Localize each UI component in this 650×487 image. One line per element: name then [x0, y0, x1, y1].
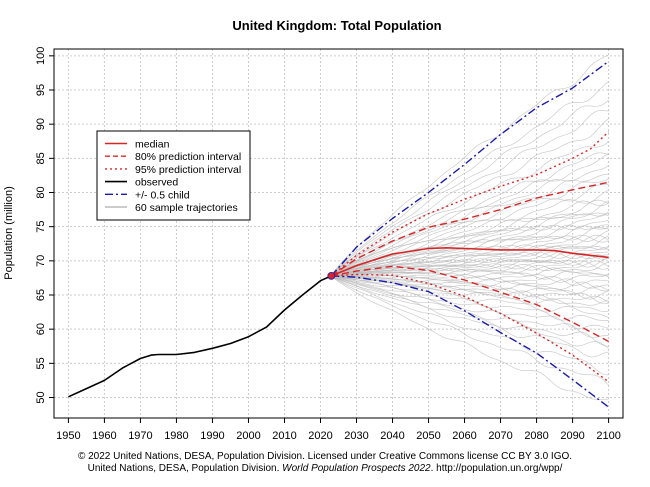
- legend-label: +/- 0.5 child: [135, 189, 190, 201]
- sample-trajectory-line: [331, 245, 609, 277]
- sample-trajectory-line: [331, 275, 609, 358]
- x-tick-label: 2000: [236, 430, 260, 442]
- x-tick-label: 2010: [272, 430, 296, 442]
- sample-trajectory-line: [331, 275, 609, 306]
- x-tick-label: 2070: [488, 430, 512, 442]
- x-tick-label: 2060: [452, 430, 476, 442]
- sample-trajectory-line: [331, 178, 609, 277]
- sample-trajectory-line: [331, 212, 609, 277]
- y-tick-label: 80: [35, 186, 47, 198]
- sample-trajectory-line: [331, 275, 609, 295]
- sample-trajectory-line: [331, 274, 609, 283]
- sample-trajectory-line: [331, 140, 609, 277]
- y-tick-label: 60: [35, 323, 47, 335]
- series-line--0-5-child-upper-: [330, 60, 610, 277]
- sample-trajectory-line: [331, 275, 609, 321]
- sample-trajectory-line: [331, 275, 609, 347]
- x-tick-label: 2050: [416, 430, 440, 442]
- sample-trajectory-line: [331, 275, 609, 312]
- series-line-80-prediction-interval-upper-: [330, 181, 609, 277]
- chart-title: United Kingdom: Total Population: [232, 18, 441, 33]
- series-line-95-prediction-interval-lower-: [331, 273, 610, 383]
- x-tick-label: 2100: [596, 430, 620, 442]
- sample-trajectory-line: [331, 100, 609, 277]
- series-line--0-5-child-lower-: [331, 275, 610, 408]
- y-tick-label: 55: [35, 357, 47, 369]
- x-tick-label: 1990: [200, 430, 224, 442]
- sample-trajectory-line: [331, 118, 609, 277]
- sample-trajectory-line: [331, 246, 609, 277]
- footer-citation-title: World Population Prospects 2022: [282, 463, 431, 474]
- y-tick-label: 85: [35, 152, 47, 164]
- y-tick-label: 100: [35, 47, 47, 65]
- x-tick-label: 2090: [560, 430, 584, 442]
- sample-trajectory-line: [331, 152, 609, 277]
- grid: [54, 49, 623, 418]
- sample-trajectory-line: [331, 251, 609, 277]
- sample-trajectory-line: [331, 54, 609, 277]
- legend-label: observed: [135, 177, 178, 189]
- y-tick-label: 50: [35, 391, 47, 403]
- series-line-95-prediction-interval-upper-: [330, 131, 610, 277]
- sample-trajectory-line: [331, 230, 609, 277]
- x-tick-label: 1950: [56, 430, 80, 442]
- sample-trajectories: [331, 54, 609, 400]
- sample-trajectory-line: [331, 81, 609, 277]
- x-tick-label: 2030: [344, 430, 368, 442]
- x-tick-label: 2040: [380, 430, 404, 442]
- series-line-median: [330, 247, 609, 277]
- plot-frame: [53, 48, 624, 419]
- sample-trajectory-line: [331, 256, 609, 277]
- sample-trajectory-line: [331, 165, 609, 277]
- series-line-80-prediction-interval-lower-: [331, 265, 609, 343]
- x-tick-label: 1980: [164, 430, 188, 442]
- footer: © 2022 United Nations, DESA, Population …: [0, 451, 650, 475]
- y-tick-label: 95: [35, 84, 47, 96]
- sample-trajectory-line: [331, 110, 609, 277]
- current-year-marker: [327, 271, 336, 280]
- legend-label: 60 sample trajectories: [135, 202, 238, 214]
- footer-citation-prefix: United Nations, DESA, Population Divisio…: [87, 463, 283, 474]
- y-axis-label: Population (million): [3, 186, 15, 280]
- sample-trajectory-line: [331, 251, 609, 277]
- legend-label: 95% prediction interval: [135, 164, 241, 176]
- footer-copyright: © 2022 United Nations, DESA, Population …: [77, 451, 573, 462]
- footer-citation-suffix: . http://population.un.org/wpp/: [430, 463, 563, 474]
- sample-trajectory-line: [331, 212, 609, 277]
- footer-citation: United Nations, DESA, Population Divisio…: [0, 463, 650, 475]
- x-tick-label: 2080: [524, 430, 548, 442]
- legend-label: 80% prediction interval: [135, 151, 241, 163]
- sample-trajectory-line: [331, 275, 609, 400]
- sample-trajectory-line: [331, 275, 609, 338]
- y-tick-label: 65: [35, 289, 47, 301]
- sample-trajectory-line: [331, 275, 609, 349]
- sample-trajectory-line: [331, 153, 609, 277]
- series-line-observed: [68, 275, 332, 398]
- sample-trajectory-line: [331, 189, 609, 277]
- y-tick-label: 75: [35, 221, 47, 233]
- y-tick-label: 90: [35, 118, 47, 130]
- sample-trajectory-line: [331, 212, 609, 277]
- sample-trajectory-line: [331, 275, 609, 330]
- x-tick-label: 1970: [128, 430, 152, 442]
- sample-trajectory-line: [331, 275, 609, 386]
- legend-label: median: [135, 139, 170, 151]
- series-lines: [68, 60, 610, 408]
- legend-box: [96, 130, 251, 221]
- axes: 1950 1960 1970 1980 1990 2000 2010 2020 2030 2040…: [35, 47, 624, 442]
- sample-trajectory-line: [331, 184, 609, 277]
- sample-trajectory-line: [331, 275, 609, 376]
- x-tick-label: 2020: [308, 430, 332, 442]
- y-tick-label: 70: [35, 255, 47, 267]
- x-tick-label: 1960: [92, 430, 116, 442]
